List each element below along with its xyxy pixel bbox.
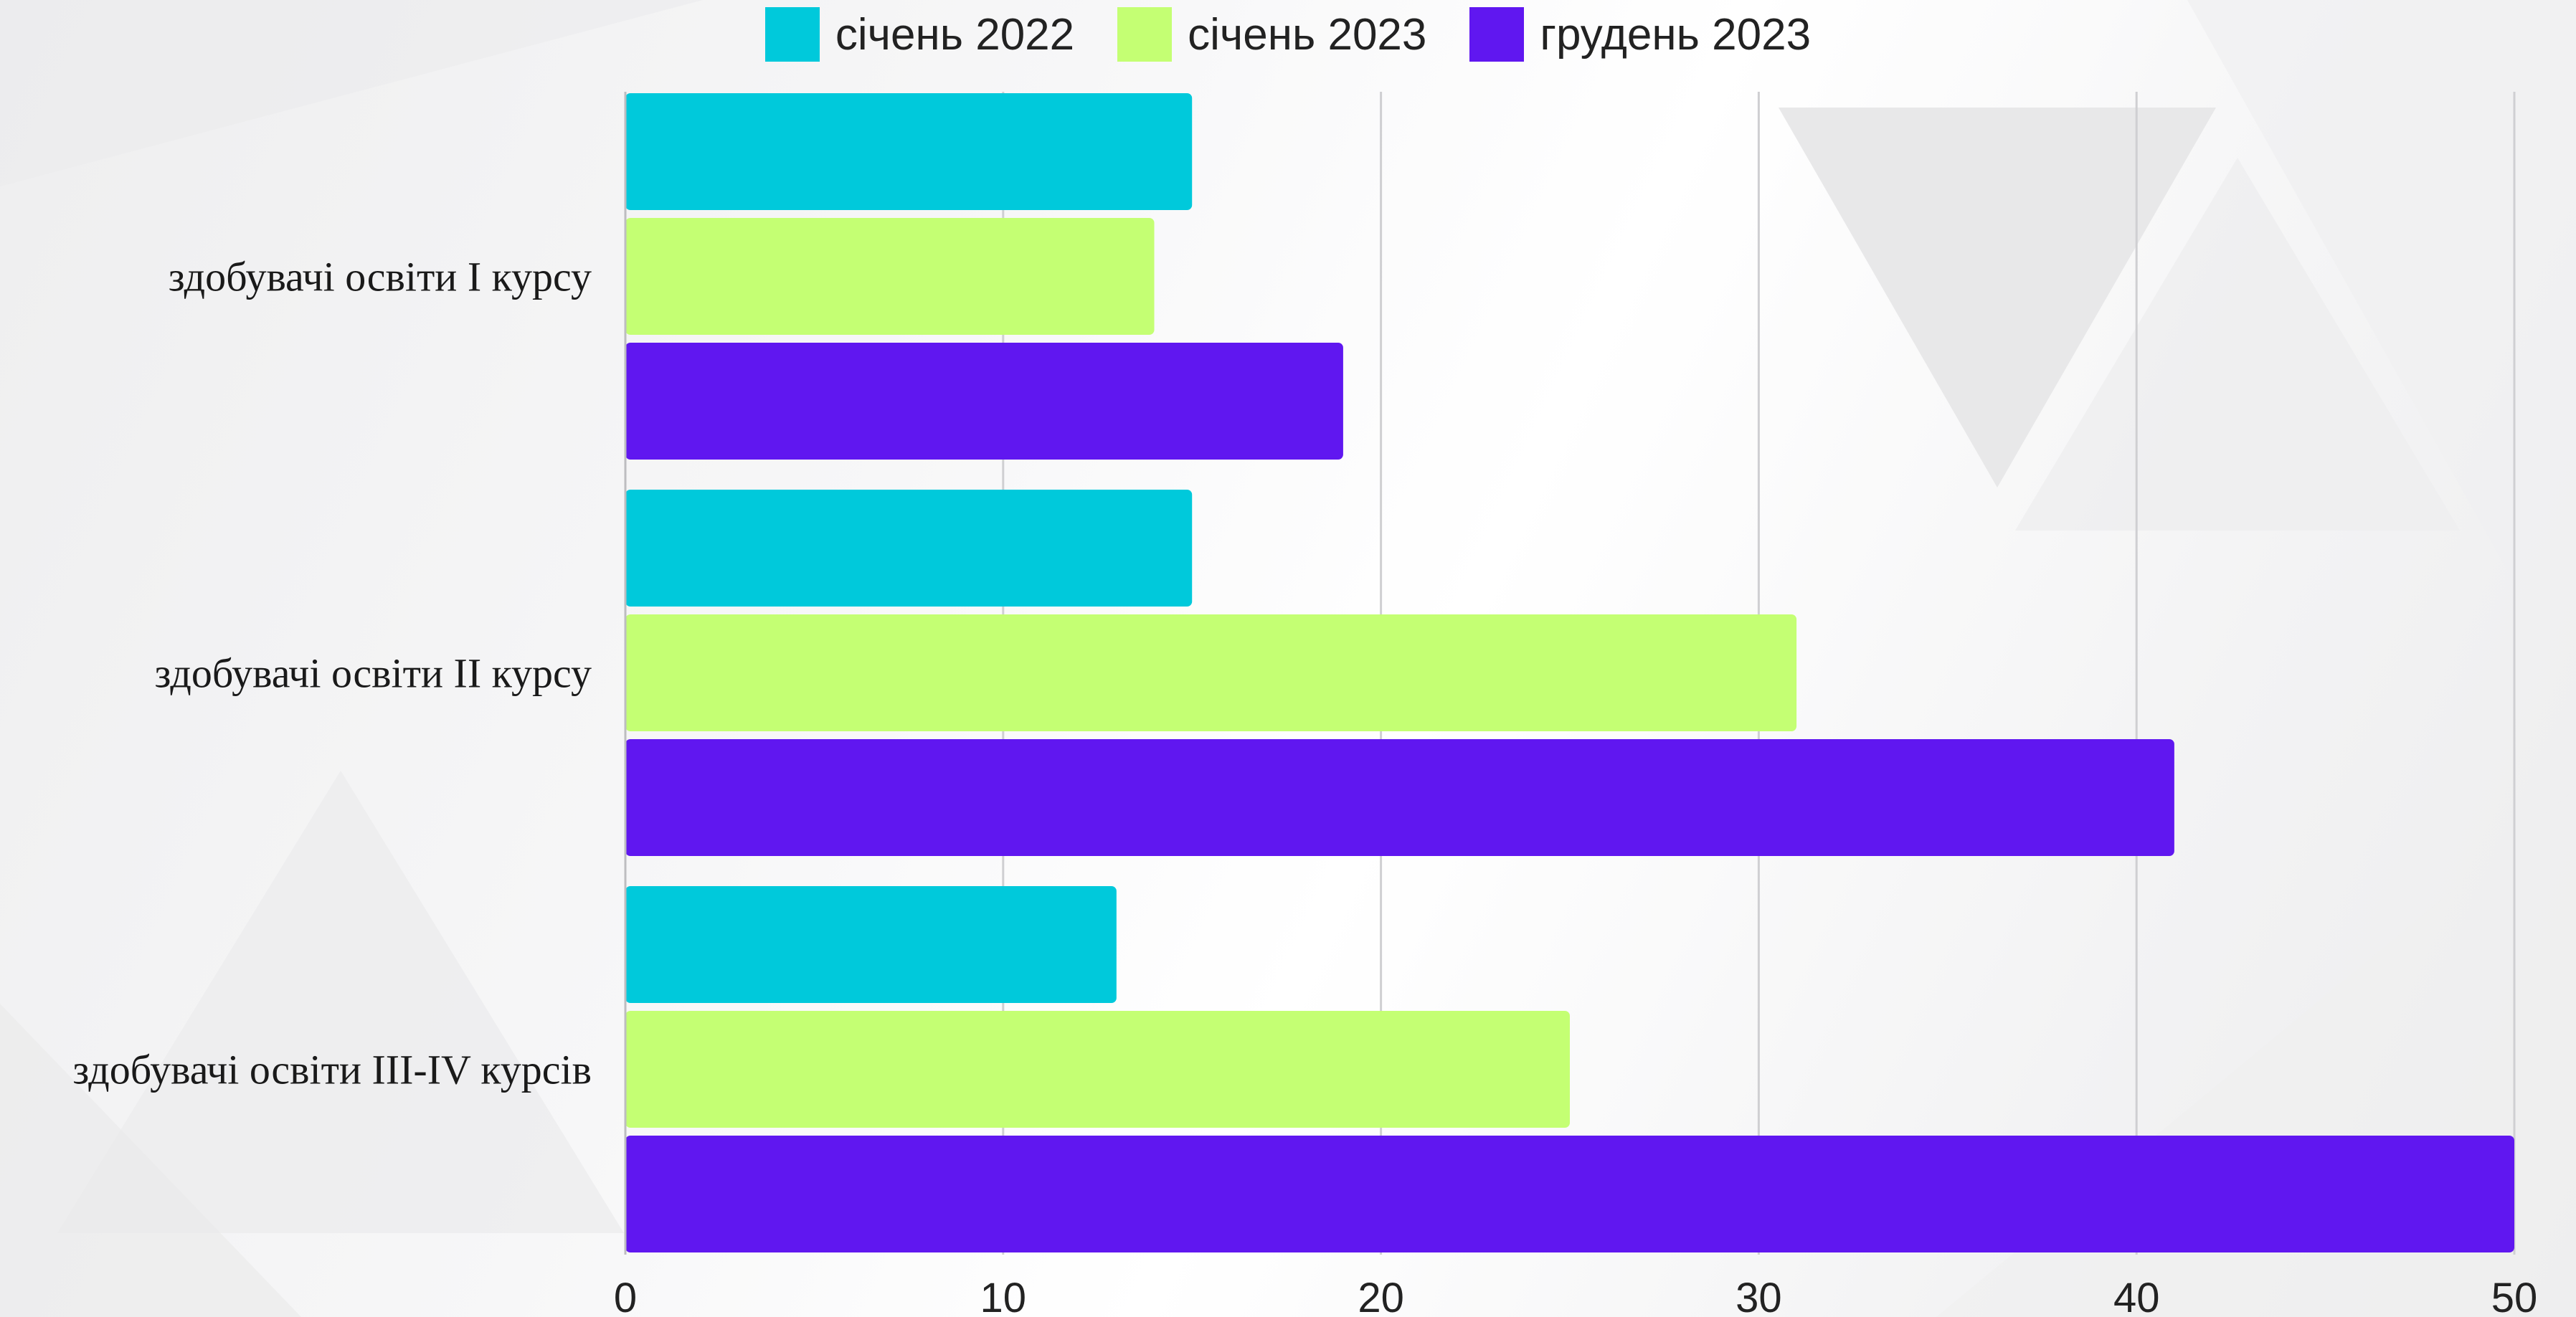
bar-series-1-category-0[interactable]: [625, 218, 1155, 335]
category-label-2: здобувачі освіти III-IV курсів: [72, 1047, 592, 1093]
bar-series-2-category-0[interactable]: [625, 343, 1343, 460]
bars: [625, 93, 2514, 1252]
x-tick-label-40: 40: [2113, 1275, 2160, 1317]
bar-series-2-category-2[interactable]: [625, 1136, 2514, 1252]
bar-series-0-category-0[interactable]: [625, 93, 1193, 210]
labels: 0 10 20 30 40 50 здобувачі освіти I курсу здобу…: [72, 254, 2537, 1317]
x-tick-label-20: 20: [1358, 1275, 1404, 1317]
legend-item-series-2[interactable]: грудень 2023: [1469, 7, 1811, 62]
category-label-1: здобувачі освіти II курсу: [154, 650, 592, 697]
legend-item-series-0[interactable]: січень 2022: [764, 7, 1075, 62]
legend-label-series-0: січень 2022: [835, 9, 1075, 60]
legend-label-series-2: грудень 2023: [1540, 9, 1812, 60]
bar-series-1-category-2[interactable]: [625, 1011, 1570, 1128]
legend-swatch-series-0: [764, 7, 820, 62]
bar-series-2-category-1[interactable]: [625, 739, 2174, 856]
x-tick-label-0: 0: [614, 1275, 637, 1317]
x-tick-label-50: 50: [2491, 1275, 2538, 1317]
bar-series-0-category-2[interactable]: [625, 886, 1117, 1003]
legend-swatch-series-2: [1469, 7, 1525, 62]
bar-series-0-category-1[interactable]: [625, 490, 1193, 607]
category-label-0: здобувачі освіти I курсу: [169, 254, 592, 300]
bar-series-1-category-1[interactable]: [625, 614, 1797, 731]
legend-item-series-1[interactable]: січень 2023: [1117, 7, 1426, 62]
x-tick-label-10: 10: [980, 1275, 1027, 1317]
legend: січень 2022 січень 2023 грудень 2023: [0, 7, 2576, 62]
legend-swatch-series-1: [1117, 7, 1173, 62]
x-tick-label-30: 30: [1736, 1275, 1782, 1317]
legend-label-series-1: січень 2023: [1188, 9, 1427, 60]
